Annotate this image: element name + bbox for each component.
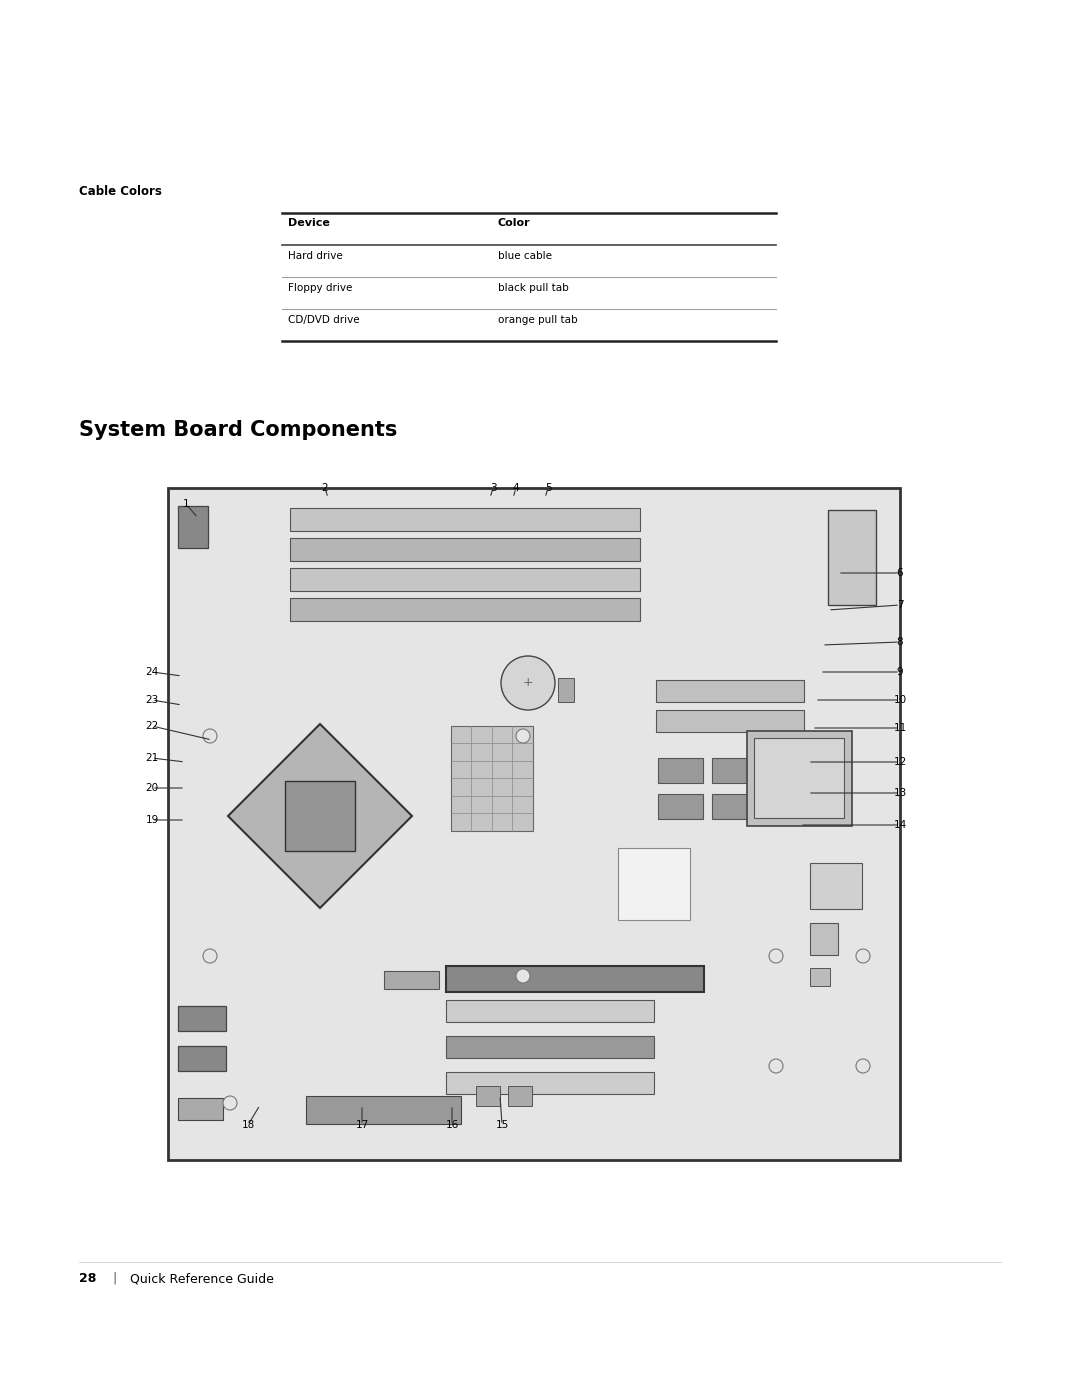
- Text: 4: 4: [513, 483, 519, 493]
- Circle shape: [856, 949, 870, 963]
- Text: 24: 24: [146, 666, 159, 678]
- Bar: [558, 678, 573, 703]
- Circle shape: [769, 949, 783, 963]
- Bar: [178, 506, 208, 548]
- Bar: [178, 1098, 222, 1120]
- Bar: [291, 569, 640, 591]
- Bar: [712, 759, 757, 782]
- Circle shape: [516, 970, 530, 983]
- Text: 8: 8: [896, 637, 903, 647]
- Text: 28: 28: [79, 1273, 96, 1285]
- Text: 3: 3: [489, 483, 497, 493]
- Bar: [285, 781, 355, 851]
- Text: System Board Components: System Board Components: [79, 420, 397, 440]
- Text: blue cable: blue cable: [498, 251, 552, 261]
- Text: 6: 6: [896, 569, 903, 578]
- Text: 23: 23: [146, 694, 159, 705]
- Text: 9: 9: [896, 666, 903, 678]
- Bar: [476, 1085, 500, 1106]
- Bar: [446, 1037, 654, 1058]
- Text: 20: 20: [146, 782, 159, 793]
- Bar: [828, 510, 876, 605]
- Text: 2: 2: [322, 483, 328, 493]
- Text: Quick Reference Guide: Quick Reference Guide: [130, 1273, 274, 1285]
- Bar: [291, 509, 640, 531]
- Bar: [446, 965, 704, 992]
- Text: 1: 1: [183, 499, 189, 509]
- Bar: [384, 971, 438, 989]
- Bar: [712, 793, 757, 819]
- Text: 12: 12: [893, 757, 906, 767]
- Bar: [754, 738, 843, 819]
- Bar: [810, 863, 862, 909]
- Text: 17: 17: [355, 1120, 368, 1130]
- Circle shape: [516, 729, 530, 743]
- Circle shape: [501, 657, 555, 710]
- Bar: [178, 1046, 226, 1071]
- Text: Color: Color: [498, 218, 530, 228]
- Bar: [446, 1000, 654, 1023]
- Text: CD/DVD drive: CD/DVD drive: [288, 314, 360, 326]
- Text: 22: 22: [146, 721, 159, 731]
- Polygon shape: [228, 724, 411, 908]
- Text: Cable Colors: Cable Colors: [79, 184, 162, 198]
- Bar: [291, 538, 640, 562]
- Circle shape: [203, 949, 217, 963]
- Text: Hard drive: Hard drive: [288, 251, 342, 261]
- Text: 14: 14: [893, 820, 906, 830]
- Text: 7: 7: [896, 599, 903, 610]
- Bar: [658, 759, 703, 782]
- Bar: [508, 1085, 532, 1106]
- Text: 13: 13: [893, 788, 906, 798]
- Bar: [656, 680, 804, 703]
- Text: Device: Device: [288, 218, 329, 228]
- Text: 18: 18: [241, 1120, 255, 1130]
- Bar: [618, 848, 690, 921]
- Text: 10: 10: [893, 694, 906, 705]
- Text: |: |: [112, 1273, 117, 1285]
- Bar: [747, 731, 852, 826]
- Bar: [178, 1006, 226, 1031]
- Text: 11: 11: [893, 724, 906, 733]
- Bar: [656, 710, 804, 732]
- Bar: [451, 726, 534, 831]
- Text: 21: 21: [146, 753, 159, 763]
- Circle shape: [769, 1059, 783, 1073]
- Bar: [306, 1097, 461, 1125]
- Text: Floppy drive: Floppy drive: [288, 284, 352, 293]
- Text: 19: 19: [146, 814, 159, 826]
- Text: orange pull tab: orange pull tab: [498, 314, 578, 326]
- Bar: [810, 923, 838, 956]
- Text: black pull tab: black pull tab: [498, 284, 569, 293]
- Bar: [810, 968, 831, 986]
- Circle shape: [856, 1059, 870, 1073]
- Text: 15: 15: [496, 1120, 509, 1130]
- Text: +: +: [523, 676, 534, 690]
- Circle shape: [222, 1097, 237, 1111]
- Bar: [446, 1071, 654, 1094]
- Bar: [168, 488, 900, 1160]
- Text: 5: 5: [544, 483, 551, 493]
- Bar: [291, 598, 640, 622]
- Circle shape: [203, 729, 217, 743]
- Bar: [658, 793, 703, 819]
- Text: 16: 16: [445, 1120, 459, 1130]
